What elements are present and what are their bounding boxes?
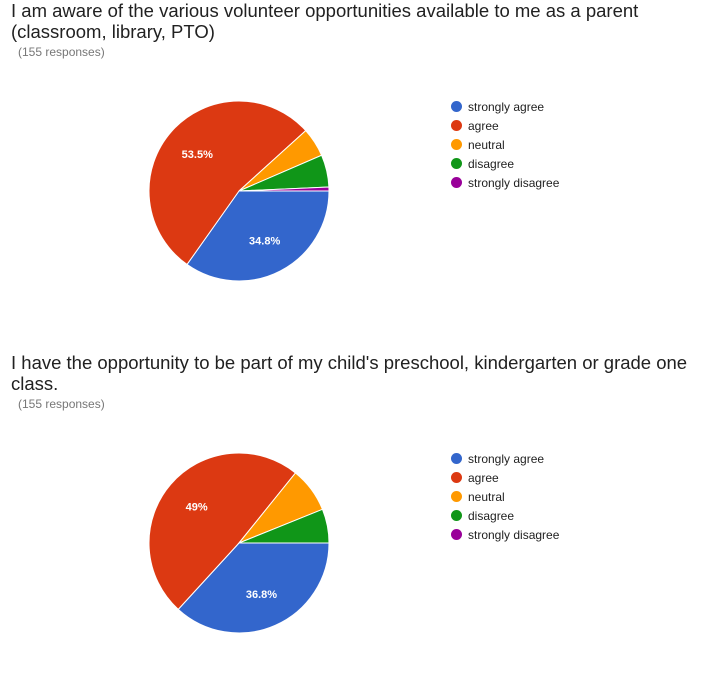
question-1: I am aware of the various volunteer oppo… — [0, 0, 708, 321]
pie-slice-agree — [148, 452, 297, 611]
legend-item-disagree: disagree — [451, 506, 559, 525]
legend-swatch — [451, 177, 462, 188]
legend-swatch — [451, 453, 462, 464]
legend-swatch — [451, 158, 462, 169]
pie-chart: 34.8% 53.5% — [148, 100, 330, 282]
legend-swatch — [451, 491, 462, 502]
legend-swatch — [451, 510, 462, 521]
legend-item-neutral: neutral — [451, 135, 559, 154]
legend-item-strongly-disagree: strongly disagree — [451, 173, 559, 192]
pie-slice-strongly-agree — [186, 190, 330, 282]
legend-swatch — [451, 139, 462, 150]
legend-label: strongly disagree — [468, 527, 560, 542]
question-title: I am aware of the various volunteer oppo… — [11, 0, 639, 42]
response-count: (155 responses) — [18, 45, 105, 59]
legend-item-agree: agree — [451, 468, 559, 487]
legend-label: disagree — [468, 156, 515, 171]
chart-legend: strongly agree agree neutral disagree strong… — [451, 449, 559, 544]
slice-label-agree: 49% — [186, 502, 208, 514]
legend-item-neutral: neutral — [451, 487, 559, 506]
legend-label: neutral — [468, 137, 505, 152]
question-2: I have the opportunity to be part of my … — [0, 352, 708, 673]
legend-swatch — [451, 529, 462, 540]
legend-item-agree: agree — [451, 116, 559, 135]
legend-label: neutral — [468, 489, 505, 504]
pie-slice-strongly-agree — [177, 542, 330, 634]
legend-item-disagree: disagree — [451, 154, 559, 173]
pie-slice-agree — [148, 100, 307, 266]
pie-slice-strongly-disagree — [238, 186, 330, 192]
slice-label-agree: 53.5% — [182, 149, 213, 161]
legend-label: strongly disagree — [468, 175, 560, 190]
legend-label: strongly agree — [468, 99, 545, 114]
pie-chart: 36.8% 49% — [148, 452, 330, 634]
slice-label-strongly-agree: 34.8% — [249, 236, 280, 248]
legend-swatch — [451, 120, 462, 131]
question-title: I have the opportunity to be part of my … — [11, 352, 688, 394]
slice-label-strongly-agree: 36.8% — [246, 589, 277, 601]
chart-legend: strongly agree agree neutral disagree strong… — [451, 97, 559, 192]
legend-label: agree — [468, 470, 499, 485]
legend-item-strongly-agree: strongly agree — [451, 449, 559, 468]
legend-label: strongly agree — [468, 451, 545, 466]
legend-swatch — [451, 472, 462, 483]
legend-label: agree — [468, 118, 499, 133]
legend-item-strongly-agree: strongly agree — [451, 97, 559, 116]
legend-item-strongly-disagree: strongly disagree — [451, 525, 559, 544]
pie-slice-disagree — [238, 508, 330, 544]
legend-label: disagree — [468, 508, 515, 523]
response-count: (155 responses) — [18, 397, 105, 411]
legend-swatch — [451, 101, 462, 112]
